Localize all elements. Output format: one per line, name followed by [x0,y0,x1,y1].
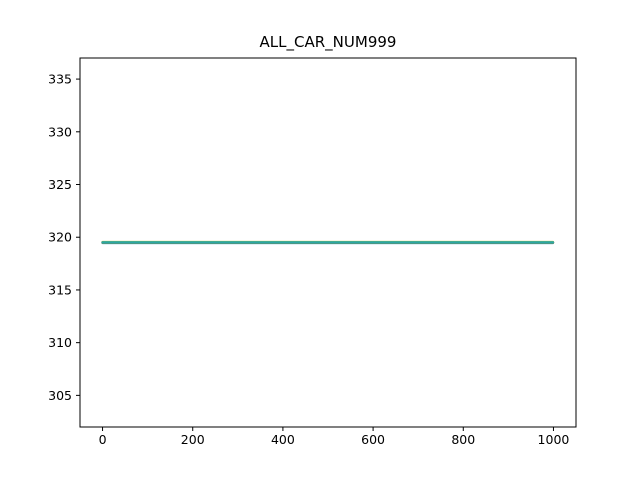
x-tick-label: 800 [451,432,475,447]
chart-title: ALL_CAR_NUM999 [259,33,397,51]
y-tick-label: 320 [48,230,72,245]
y-tick-label: 305 [48,388,72,403]
x-tick-label: 1000 [538,432,570,447]
x-tick-label: 600 [361,432,385,447]
y-tick-label: 330 [48,124,72,139]
x-tick-label: 0 [99,432,107,447]
plot-frame [79,57,577,428]
x-tick-label: 400 [271,432,295,447]
y-tick-label: 325 [48,177,72,192]
y-tick-label: 335 [48,72,72,87]
y-tick-label: 315 [48,282,72,297]
x-tick-label: 200 [181,432,205,447]
y-tick-label: 310 [48,335,72,350]
